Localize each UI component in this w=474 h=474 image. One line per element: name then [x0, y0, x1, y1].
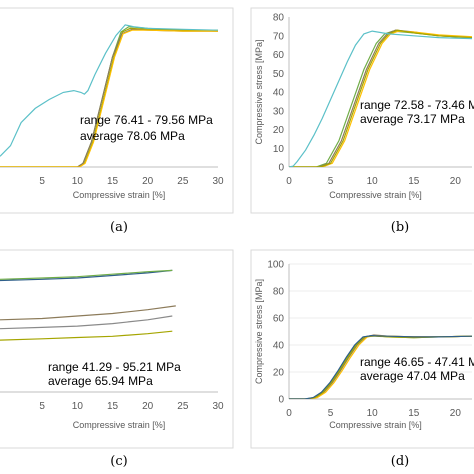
series-line-5 — [0, 330, 173, 341]
x-tick-label: 20 — [450, 408, 462, 419]
x-tick-label: 25 — [177, 176, 189, 187]
average-annotation: average 47.04 MPa — [360, 369, 465, 383]
series-line-4 — [0, 315, 173, 330]
x-tick-label: 15 — [107, 401, 119, 412]
x-tick-label: 0 — [286, 176, 292, 187]
x-axis-title: Compressive strain [%] — [73, 190, 166, 200]
series-line-4 — [0, 29, 218, 167]
panel-frame — [0, 249, 234, 449]
y-tick-label: 80 — [273, 287, 285, 298]
y-tick-label: 0 — [278, 395, 284, 406]
x-axis-title: Compressive strain [%] — [329, 190, 422, 200]
y-tick-label: 60 — [273, 314, 285, 325]
x-tick-label: 20 — [450, 176, 462, 187]
range-annotation: range 76.41 - 79.56 MPa — [80, 113, 213, 127]
x-tick-label: 15 — [408, 176, 420, 187]
chart-panel-2: 0 5 10 15 20 0 10 20 30 40 50 60 70 80 Compressive str… — [250, 7, 474, 235]
x-tick-label: 5 — [328, 408, 334, 419]
y-tick-label: 60 — [273, 50, 285, 61]
x-tick-label: 15 — [107, 176, 119, 187]
series-group — [289, 334, 473, 399]
x-tick-label: 30 — [212, 176, 224, 187]
series-group — [0, 24, 219, 167]
y-tick-label: 20 — [273, 368, 285, 379]
x-tick-label: 30 — [212, 401, 224, 412]
x-tick-label: 5 — [39, 176, 45, 187]
panel-frame — [250, 7, 474, 214]
chart-panel-1: 5 10 15 20 25 30 Compressive strain [%] range 7… — [0, 7, 234, 235]
average-annotation: average 65.94 MPa — [48, 374, 153, 388]
x-tick-label: 10 — [367, 408, 379, 419]
panel-caption: (b) — [391, 220, 409, 235]
range-annotation: range 41.29 - 95.21 MPa — [48, 360, 181, 374]
y-tick-label: 0 — [278, 163, 284, 174]
average-annotation: average 78.06 MPa — [80, 129, 185, 143]
x-tick-label: 20 — [142, 176, 154, 187]
y-tick-label: 40 — [273, 88, 285, 99]
average-annotation: average 73.17 MPa — [360, 112, 465, 126]
x-tick-label: 0 — [286, 408, 292, 419]
x-tick-label: 25 — [177, 401, 189, 412]
series-line-5 — [0, 24, 219, 157]
series-line-5 — [289, 334, 473, 399]
x-tick-label: 10 — [72, 401, 84, 412]
chart-panel-3: 5 10 15 20 25 30 Compressive strain [%] range 4… — [0, 249, 234, 469]
x-axis-title: Compressive strain [%] — [73, 420, 166, 430]
x-tick-label: 5 — [39, 401, 45, 412]
y-axis-title: Compressive stress [MPa] — [254, 39, 264, 144]
x-tick-label: 15 — [408, 408, 420, 419]
x-axis-title: Compressive strain [%] — [329, 420, 422, 430]
series-group — [0, 269, 176, 341]
y-tick-label: 100 — [267, 260, 284, 271]
panel-caption: (d) — [391, 454, 409, 469]
series-line-4 — [289, 335, 473, 399]
range-annotation: range 72.58 - 73.46 M — [360, 98, 474, 112]
x-tick-label: 20 — [142, 401, 154, 412]
y-tick-label: 10 — [273, 144, 285, 155]
series-line-3 — [0, 28, 218, 167]
panel-frame — [250, 249, 474, 449]
x-tick-label: 5 — [328, 176, 334, 187]
panel-caption: (c) — [110, 454, 127, 469]
series-line-4 — [289, 29, 473, 167]
series-line-3 — [0, 305, 176, 321]
series-group — [289, 29, 473, 167]
x-tick-label: 10 — [367, 176, 379, 187]
panel-frame — [0, 7, 234, 214]
range-annotation: range 46.65 - 47.41 M — [360, 355, 474, 369]
series-line-5 — [289, 30, 473, 167]
y-tick-label: 30 — [273, 106, 285, 117]
x-tick-label: 10 — [72, 176, 84, 187]
panel-caption: (a) — [110, 220, 128, 235]
y-tick-label: 40 — [273, 341, 285, 352]
y-tick-label: 50 — [273, 69, 285, 80]
y-axis-title: Compressive stress [MPa] — [254, 279, 264, 384]
y-tick-label: 70 — [273, 31, 285, 42]
y-tick-label: 80 — [273, 13, 285, 24]
series-line-1 — [0, 269, 173, 282]
y-tick-label: 20 — [273, 125, 285, 136]
series-line-2 — [0, 269, 173, 280]
chart-panel-4: 0 5 10 15 20 0 20 40 60 80 100 Compressive strain [… — [250, 249, 474, 469]
series-line-2 — [0, 27, 219, 167]
